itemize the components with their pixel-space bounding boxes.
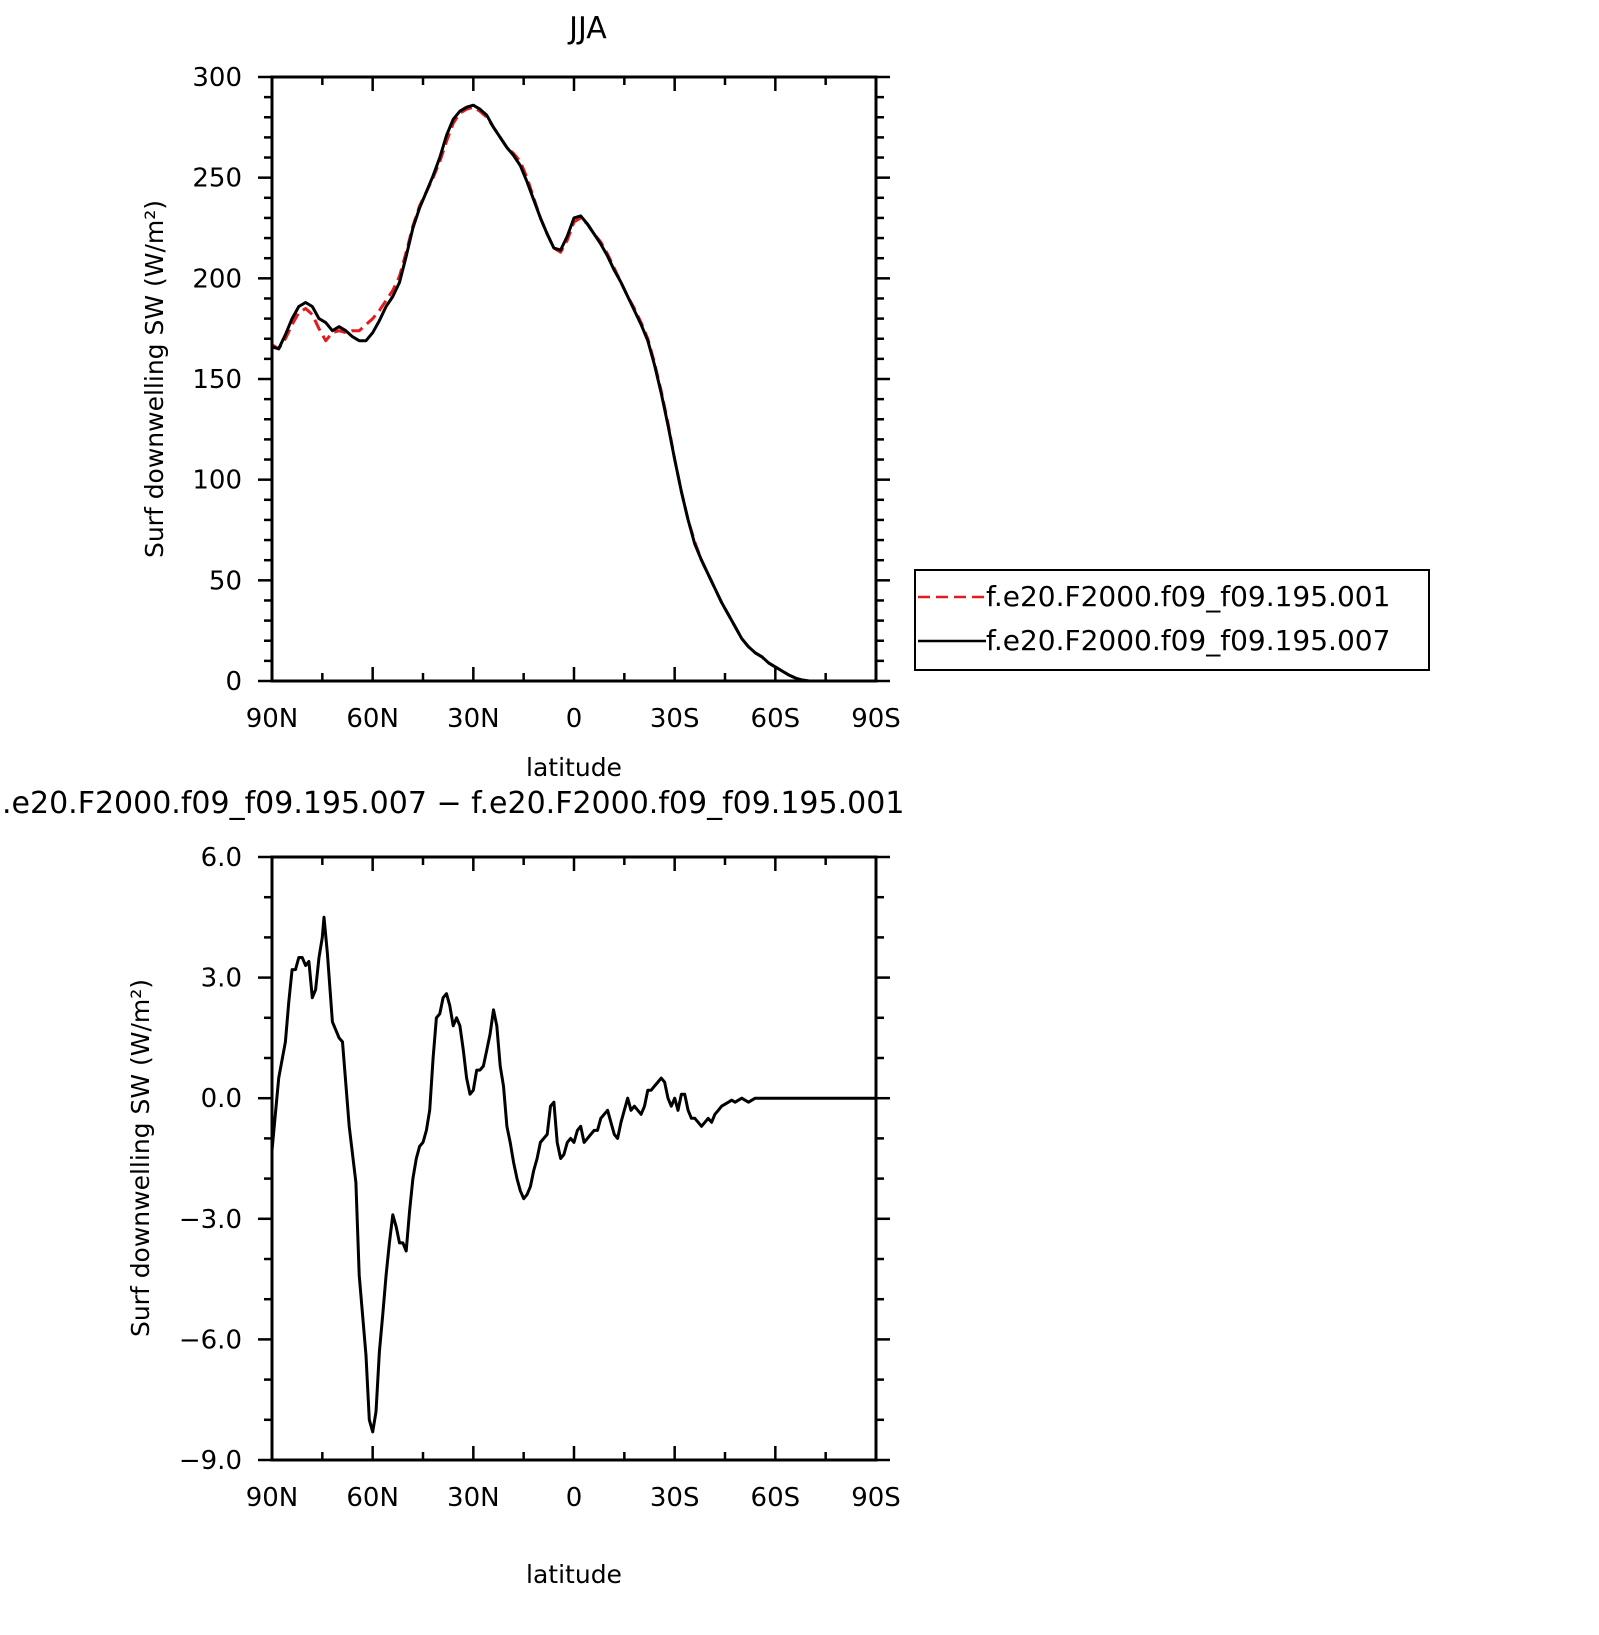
bottom-y-tick-label: −3.0: [179, 1205, 242, 1235]
bottom-tick-layer: 90N 60N 30N 0 30S 60S 90S −9.0 −6.0 −3.0 0.0 3.0 6.0: [179, 843, 901, 1513]
bottom-y-axis-label: Surf downwelling SW (W/m²): [126, 979, 155, 1337]
bottom-y-tick-label: 0.0: [201, 1084, 242, 1114]
top-x-tick-label: 30N: [447, 704, 500, 734]
top-series-layer: [271, 103, 823, 683]
bottom-plot-title: .e20.F2000.f09_f09.195.007 − f.e20.F2000…: [2, 786, 904, 821]
legend-box: [914, 569, 1430, 671]
bottom-x-tick-label: 0: [566, 1483, 583, 1513]
top-x-tick-label: 30S: [650, 704, 700, 734]
top-plot-frame: [270, 75, 878, 683]
bottom-x-tick-label: 90S: [851, 1483, 901, 1513]
top-series-line-1: [271, 103, 823, 683]
bottom-x-tick-label: 30S: [650, 1483, 700, 1513]
top-series-line-0: [271, 105, 823, 683]
top-y-tick-label: 150: [192, 365, 242, 395]
top-x-tick-label: 90S: [851, 704, 901, 734]
top-x-tick-label: 60S: [751, 704, 801, 734]
top-tick-layer: 90N 60N 30N 0 30S 60S 90S 0 50 100 150 200 250 300: [192, 63, 900, 734]
top-y-tick-label: 50: [209, 566, 242, 596]
top-x-axis-label: latitude: [526, 753, 622, 782]
bottom-y-tick-label: −9.0: [179, 1446, 242, 1476]
bottom-y-tick-label: 6.0: [201, 843, 242, 873]
bottom-x-tick-label: 90N: [246, 1483, 299, 1513]
top-x-tick-label: 60N: [346, 704, 399, 734]
bottom-plot-frame: [270, 855, 878, 1462]
top-y-tick-label: 100: [192, 466, 242, 496]
bottom-x-tick-label: 30N: [447, 1483, 500, 1513]
bottom-series-layer: [270, 915, 876, 1434]
bottom-y-tick-label: −6.0: [179, 1325, 242, 1355]
bottom-y-tick-label: 3.0: [201, 964, 242, 994]
top-plot-title: JJA: [567, 11, 607, 46]
bottom-panel: .e20.F2000.f09_f09.195.007 − f.e20.F2000…: [2, 786, 904, 1589]
legend: f.e20.F2000.f09_f09.195.001 f.e20.F2000.…: [914, 569, 1430, 671]
bottom-x-tick-label: 60S: [751, 1483, 801, 1513]
legend-label-series-007: f.e20.F2000.f09_f09.195.007: [986, 624, 1390, 657]
top-panel: JJA 90N 60N 30N 0 30S 60S 90S 0 50 100 150 200 250 30…: [140, 11, 1430, 782]
top-y-tick-label: 250: [192, 164, 242, 194]
bottom-series-line-0: [270, 915, 876, 1434]
top-y-tick-label: 300: [192, 63, 242, 93]
top-y-axis-label: Surf downwelling SW (W/m²): [140, 200, 169, 558]
top-y-tick-label: 0: [225, 667, 242, 697]
top-y-tick-label: 200: [192, 264, 242, 294]
bottom-x-axis-label: latitude: [526, 1560, 622, 1589]
legend-label-series-001: f.e20.F2000.f09_f09.195.001: [986, 580, 1390, 613]
top-x-tick-label: 0: [566, 704, 583, 734]
top-x-tick-label: 90N: [246, 704, 299, 734]
bottom-x-tick-label: 60N: [346, 1483, 399, 1513]
